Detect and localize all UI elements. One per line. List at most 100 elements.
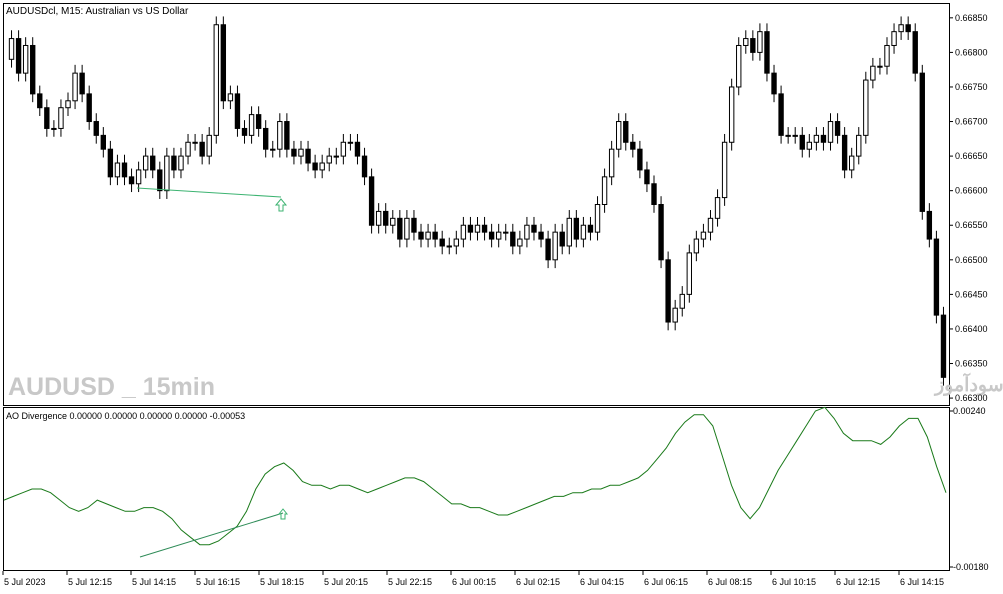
candle-bearish [361,155,368,178]
price-tick-label: 0.66300 [955,393,988,403]
candle-bullish [114,162,121,178]
candle-bearish [467,224,474,233]
candle-bullish [721,141,728,199]
time-tick-label: 6 Jul 08:15 [708,577,752,587]
candle-bullish [347,141,354,144]
candle-bullish [142,155,149,171]
candle-bearish [940,314,947,378]
candle-bearish [644,169,650,185]
price-tick-label: 0.66400 [955,324,988,334]
indicator-axis-min: -0.00180 [953,562,989,572]
candle-bearish [171,155,177,171]
candle-bearish [37,93,43,109]
candle-bearish [926,210,933,240]
time-tick-label: 5 Jul 20:15 [324,577,368,587]
candle-bullish [856,134,862,157]
price-divergence-arrow-icon [274,198,288,212]
candle-bearish [107,148,114,178]
candle-bullish [736,44,742,88]
candle-bearish [93,121,99,136]
candle-bullish [792,134,798,137]
watermark-left: AUDUSD _ 15min [8,373,215,401]
candle-bearish [291,148,297,157]
candle-bearish [573,217,580,240]
candle-bullish [848,155,855,171]
time-tick-label: 6 Jul 00:15 [452,577,496,587]
candle-bullish [425,231,431,240]
candle-bullish [277,121,283,150]
candle-bearish [799,134,805,150]
candle-bearish [354,141,361,157]
price-tick-label: 0.66450 [955,289,988,299]
time-tick-label: 5 Jul 18:15 [260,577,304,587]
candle-bullish [164,155,170,192]
indicator-label: AO Divergence 0.00000 0.00000 0.00000 0.… [6,411,245,421]
candle-bearish [820,134,827,143]
candle-bearish [834,121,841,136]
candle-bullish [863,79,869,136]
candle-bearish [128,176,135,185]
indicator-panel-frame [3,407,950,571]
candle-bullish [22,44,29,74]
candle-bearish [905,24,911,33]
candle-bearish [79,72,85,95]
candle-bullish [601,176,608,206]
candle-bearish [263,127,269,150]
candle-bearish [559,231,565,247]
candle-bearish [255,114,262,129]
candle-bullish [65,100,71,109]
candle-bullish [884,44,890,67]
candle-bullish [707,217,714,233]
candle-bearish [150,155,156,171]
candle-bearish [651,183,657,205]
candle-bullish [580,224,587,240]
candle-bearish [411,217,417,233]
candle-bearish [778,93,784,136]
candle-bullish [616,121,622,150]
candle-bearish [637,148,643,171]
time-tick-label: 6 Jul 12:15 [836,577,880,587]
candle-bearish [220,24,227,102]
time-tick-label: 5 Jul 22:15 [388,577,432,587]
price-panel-frame [3,3,950,406]
candle-bullish [608,148,615,178]
candle-bullish [898,24,904,33]
candle-bearish [312,162,318,171]
price-tick-label: 0.66600 [955,186,988,196]
price-axis: 0.66850 0.66800 0.66750 0.66700 0.66650 0.666… [949,13,988,403]
candle-bullish [178,155,184,171]
time-axis: 5 Jul 2023 5 Jul 12:15 5 Jul 14:15 5 Jul 16… [2,571,944,587]
time-tick-label: 6 Jul 10:15 [772,577,816,587]
candle-bearish [241,127,248,136]
candle-bullish [72,72,78,102]
indicator-axis-max: 0.00240 [953,406,986,416]
time-tick-label: 6 Jul 06:15 [644,577,688,587]
candle-bearish [199,141,205,157]
price-divergence-line [136,187,282,198]
candle-bearish [432,231,438,240]
candlestick-series [8,16,947,386]
candle-bearish [234,93,241,129]
candle-bearish [439,238,445,247]
candle-bearish [771,72,777,95]
candle-bullish [728,86,735,143]
candle-bullish [813,134,820,143]
candle-bearish [665,259,671,323]
candle-bullish [135,169,142,185]
candle-bullish [340,141,347,157]
candle-bearish [538,231,544,240]
candle-bearish [623,121,629,143]
candle-bullish [495,231,502,240]
candle-bearish [15,38,22,74]
candle-bullish [192,141,198,144]
candle-bullish [453,238,460,247]
candle-bearish [44,107,50,129]
candle-bullish [870,65,876,81]
candle-bullish [474,224,481,233]
price-tick-label: 0.66500 [955,255,988,265]
candle-bullish [270,148,276,151]
candle-bearish [510,231,516,247]
candle-bearish [630,141,636,150]
candle-bearish [397,217,403,240]
candle-bullish [333,155,339,158]
